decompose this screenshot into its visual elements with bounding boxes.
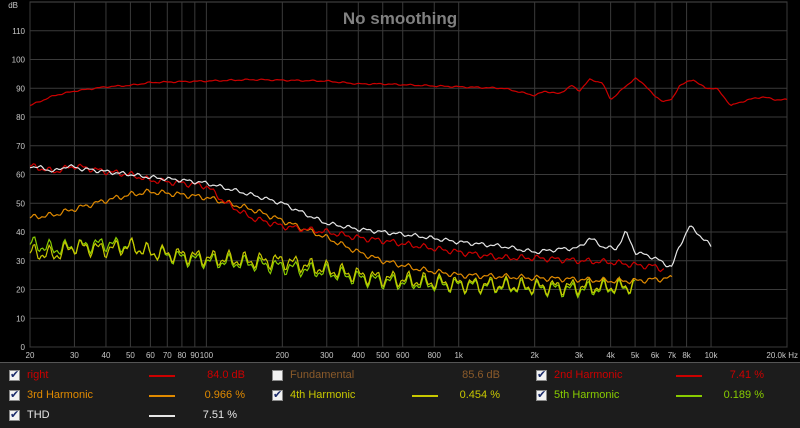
- y-tick-label: 60: [16, 171, 25, 180]
- legend-item-thd[interactable]: THD 7.51 %: [9, 408, 259, 426]
- y-axis: 0 10 20 30 40 50 60 70 80 90 100 110: [12, 27, 26, 352]
- legend-value-5th-harmonic: 0.189 %: [723, 389, 764, 401]
- x-tick-label: 100: [200, 351, 214, 360]
- checkbox-fundamental[interactable]: [272, 370, 283, 381]
- legend-swatch-right: [149, 375, 175, 377]
- legend-value-thd: 7.51 %: [202, 409, 237, 421]
- x-tick-label: 600: [396, 351, 410, 360]
- legend-swatch-thd: [149, 415, 175, 417]
- x-tick-label: 300: [320, 351, 334, 360]
- x-tick-label: 20: [26, 351, 35, 360]
- y-tick-label: 30: [16, 257, 25, 266]
- x-tick-label: 200: [276, 351, 290, 360]
- y-tick-label: 20: [16, 286, 25, 295]
- y-tick-label: 100: [12, 56, 26, 65]
- x-tick-label: 8k: [682, 351, 691, 360]
- legend-label-3rd-harmonic: 3rd Harmonic: [27, 389, 94, 401]
- x-tick-label: 2k: [530, 351, 539, 360]
- checkbox-3rd-harmonic[interactable]: [9, 388, 20, 401]
- legend-item-2nd-harmonic[interactable]: 2nd Harmonic 7.41 %: [536, 368, 786, 386]
- checkbox-2nd-harmonic[interactable]: [536, 368, 547, 381]
- legend-label-fundamental: Fundamental: [290, 369, 355, 381]
- x-tick-label: 3k: [575, 351, 584, 360]
- y-tick-label: 40: [16, 228, 25, 237]
- series-layer: [29, 77, 788, 299]
- legend-value-2nd-harmonic: 7.41 %: [729, 369, 764, 381]
- y-tick-label: 70: [16, 142, 25, 151]
- x-tick-label: 20.0k Hz: [766, 351, 798, 360]
- x-tick-label: 6k: [651, 351, 660, 360]
- legend-value-right: 84.0 dB: [207, 369, 245, 381]
- x-tick-label: 90: [190, 351, 199, 360]
- checkbox-5th-harmonic[interactable]: [536, 388, 547, 401]
- x-tick-label: 30: [70, 351, 79, 360]
- series-line-3rd-harmonic: [29, 188, 673, 285]
- y-tick-label: 110: [12, 27, 25, 36]
- series-line-2nd-harmonic: [29, 163, 665, 273]
- x-tick-label: 4k: [606, 351, 615, 360]
- x-tick-label: 10k: [705, 351, 719, 360]
- legend-label-right: right: [27, 369, 49, 381]
- legend-label-5th-harmonic: 5th Harmonic: [554, 389, 620, 401]
- y-unit-label: dB: [8, 1, 18, 10]
- x-tick-label: 400: [352, 351, 366, 360]
- x-tick-label: 500: [376, 351, 390, 360]
- legend-swatch-4th-harmonic: [412, 395, 438, 397]
- legend-value-3rd-harmonic: 0.966 %: [204, 389, 245, 401]
- legend-swatch-2nd-harmonic: [676, 375, 702, 377]
- legend-item-3rd-harmonic[interactable]: 3rd Harmonic 0.966 %: [9, 388, 259, 406]
- x-tick-label: 50: [126, 351, 135, 360]
- x-tick-label: 5k: [631, 351, 640, 360]
- x-tick-label: 80: [177, 351, 186, 360]
- legend-label-2nd-harmonic: 2nd Harmonic: [554, 369, 623, 381]
- series-line-right: [29, 77, 788, 107]
- checkbox-4th-harmonic[interactable]: [272, 388, 283, 401]
- legend-item-fundamental[interactable]: Fundamental 85.6 dB: [272, 368, 522, 386]
- x-tick-label: 40: [102, 351, 111, 360]
- legend-swatch-5th-harmonic: [676, 395, 702, 397]
- x-tick-label: 60: [146, 351, 155, 360]
- legend-item-right[interactable]: right 84.0 dB: [9, 368, 259, 386]
- legend-value-fundamental: 85.6 dB: [462, 369, 500, 381]
- checkbox-thd[interactable]: [9, 408, 20, 421]
- legend-label-thd: THD: [27, 409, 50, 421]
- legend-panel: right 84.0 dB Fundamental 85.6 dB 2nd Ha…: [0, 362, 800, 428]
- y-tick-label: 10: [16, 314, 25, 323]
- series-line-thd: [29, 163, 712, 268]
- legend-value-4th-harmonic: 0.454 %: [459, 389, 500, 401]
- legend-swatch-3rd-harmonic: [149, 395, 175, 397]
- y-tick-label: 0: [21, 343, 26, 352]
- x-tick-label: 1k: [454, 351, 463, 360]
- x-tick-label: 800: [428, 351, 442, 360]
- x-tick-label: 70: [163, 351, 172, 360]
- chart-title: No smoothing: [343, 9, 457, 28]
- y-tick-label: 90: [16, 84, 25, 93]
- y-tick-label: 50: [16, 199, 25, 208]
- series-line-4th-harmonic: [29, 236, 636, 297]
- x-tick-label: 7k: [668, 351, 677, 360]
- y-tick-label: 80: [16, 113, 25, 122]
- x-axis: 20 30 40 50 60 70 80 90 100 200 300 400 500 600 800 1k 2…: [26, 351, 798, 360]
- legend-item-5th-harmonic[interactable]: 5th Harmonic 0.189 %: [536, 388, 786, 406]
- legend-label-4th-harmonic: 4th Harmonic: [290, 389, 356, 401]
- checkbox-right[interactable]: [9, 368, 20, 381]
- legend-item-4th-harmonic[interactable]: 4th Harmonic 0.454 %: [272, 388, 522, 406]
